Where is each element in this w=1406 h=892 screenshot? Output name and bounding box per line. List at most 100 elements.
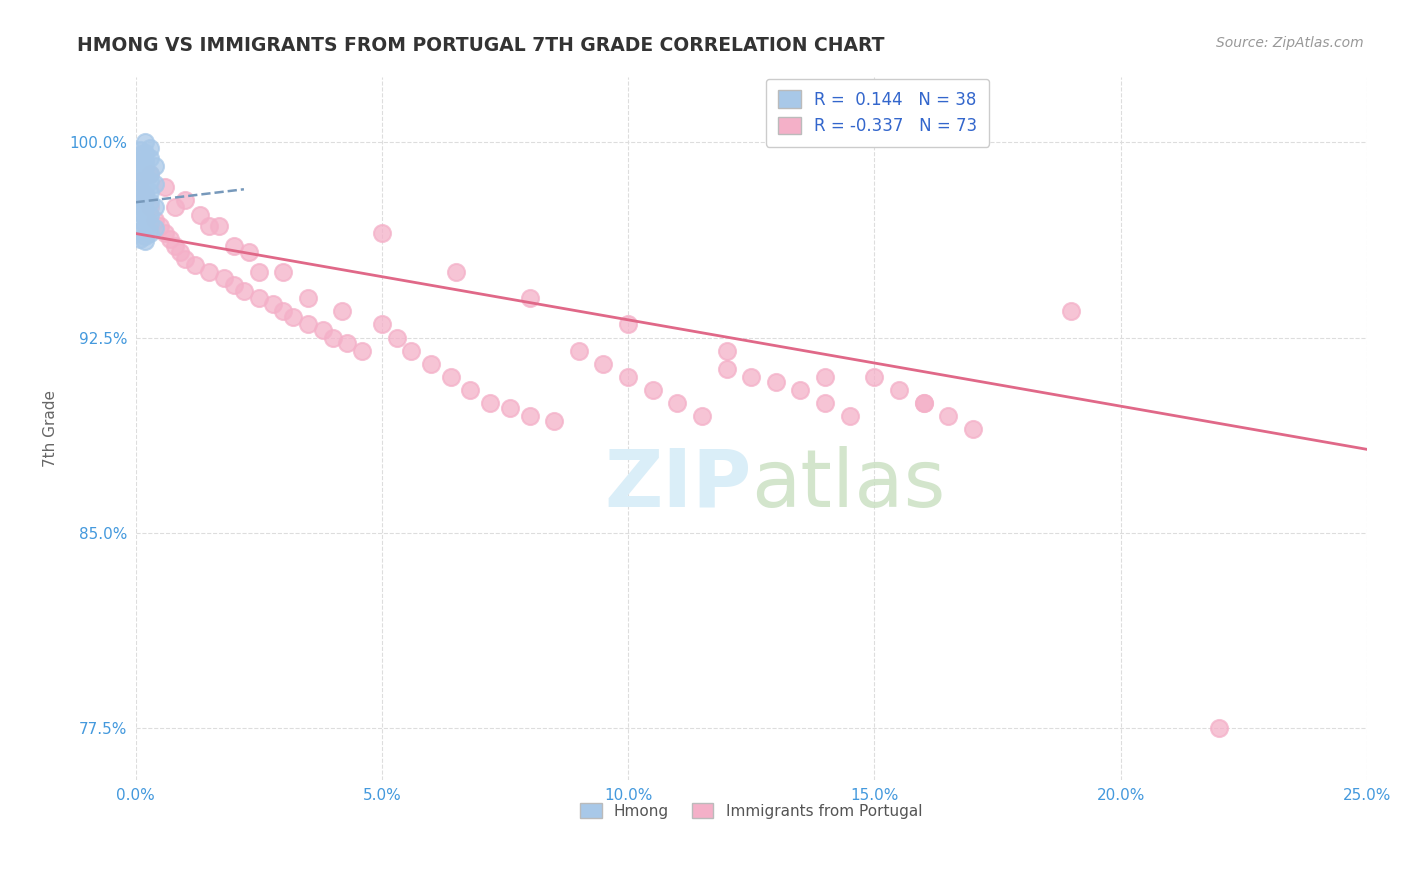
Point (420, 357, 443, 371)
Point (519, 409, 541, 423)
Point (568, 343, 591, 358)
Point (134, 211, 156, 225)
Point (134, 229, 156, 244)
Point (143, 177, 166, 191)
Point (129, 172, 152, 186)
Point (134, 234, 156, 248)
Point (134, 187, 156, 202)
Text: Source: ZipAtlas.com: Source: ZipAtlas.com (1216, 36, 1364, 50)
Point (134, 136, 156, 150)
Point (129, 148, 152, 162)
Point (153, 179, 176, 194)
Point (838, 409, 860, 423)
Point (765, 375, 787, 389)
Point (129, 198, 152, 212)
Point (440, 369, 463, 384)
Point (139, 208, 162, 222)
Point (912, 395, 935, 409)
Legend: Hmong, Immigrants from Portugal: Hmong, Immigrants from Portugal (574, 797, 928, 824)
Point (222, 278, 245, 293)
Point (887, 383, 910, 397)
Point (159, 232, 181, 246)
Point (740, 369, 762, 384)
Point (183, 258, 205, 272)
Point (139, 227, 162, 241)
Point (198, 219, 221, 233)
Point (332, 304, 354, 318)
Point (499, 401, 522, 415)
Point (129, 164, 152, 178)
Point (134, 153, 156, 168)
Point (592, 357, 614, 371)
Point (129, 205, 152, 219)
Point (198, 265, 221, 279)
Point (247, 265, 270, 279)
Point (143, 201, 166, 215)
Point (936, 409, 959, 423)
Y-axis label: 7th Grade: 7th Grade (44, 390, 58, 467)
Point (139, 151, 162, 165)
Point (129, 156, 152, 170)
Point (962, 421, 984, 435)
Point (134, 169, 156, 184)
Point (129, 174, 152, 188)
Text: atlas: atlas (751, 446, 946, 524)
Point (129, 232, 152, 246)
Point (134, 187, 156, 202)
Point (519, 292, 541, 306)
Point (129, 190, 152, 204)
Point (173, 252, 195, 267)
Point (188, 208, 211, 222)
Point (336, 335, 359, 350)
Point (401, 343, 423, 358)
Point (716, 343, 738, 358)
Text: ZIP: ZIP (605, 446, 751, 524)
Point (1060, 304, 1083, 318)
Point (297, 292, 319, 306)
Point (690, 409, 713, 423)
Point (1208, 721, 1230, 735)
Point (149, 219, 172, 233)
Point (139, 141, 162, 155)
Point (139, 167, 162, 181)
Point (543, 414, 565, 428)
Point (163, 239, 186, 253)
Point (371, 318, 394, 332)
Point (444, 265, 467, 279)
Point (814, 369, 837, 384)
Point (139, 216, 162, 230)
Point (129, 224, 152, 238)
Point (129, 213, 152, 227)
Point (134, 179, 156, 194)
Point (208, 219, 231, 233)
Point (262, 296, 284, 310)
Point (134, 203, 156, 218)
Point (617, 369, 640, 384)
Point (143, 213, 166, 227)
Point (212, 270, 235, 285)
Text: HMONG VS IMMIGRANTS FROM PORTUGAL 7TH GRADE CORRELATION CHART: HMONG VS IMMIGRANTS FROM PORTUGAL 7TH GR… (77, 36, 884, 54)
Point (322, 330, 344, 344)
Point (139, 201, 162, 215)
Point (312, 323, 335, 337)
Point (273, 304, 295, 318)
Point (716, 361, 738, 376)
Point (129, 143, 152, 157)
Point (238, 244, 260, 259)
Point (143, 221, 166, 235)
Point (283, 310, 305, 324)
Point (247, 292, 270, 306)
Point (273, 265, 295, 279)
Point (169, 244, 191, 259)
Point (617, 318, 640, 332)
Point (129, 182, 152, 196)
Point (460, 383, 482, 397)
Point (143, 159, 166, 173)
Point (222, 239, 245, 253)
Point (153, 227, 176, 241)
Point (139, 174, 162, 188)
Point (912, 395, 935, 409)
Point (666, 395, 689, 409)
Point (134, 193, 156, 207)
Point (789, 383, 811, 397)
